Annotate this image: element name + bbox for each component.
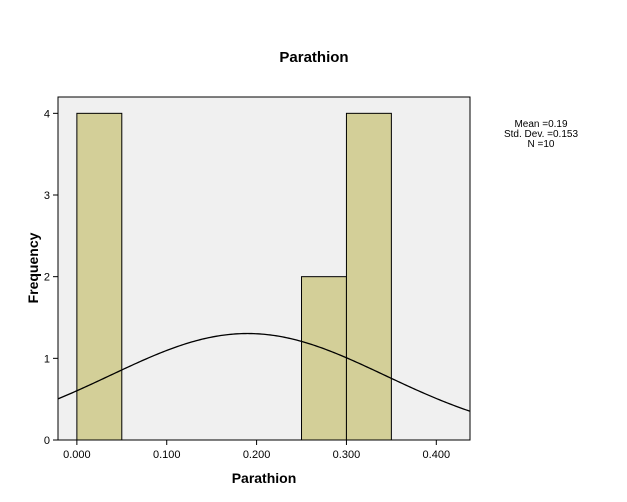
y-tick-label: 4 — [44, 108, 50, 120]
stats-std-dev: Std. Dev. =0.153 — [504, 129, 578, 140]
y-tick-label: 3 — [44, 190, 50, 202]
stats-mean: Mean =0.19 — [514, 119, 568, 130]
chart-title: Parathion — [279, 49, 348, 66]
y-tick-label: 2 — [44, 272, 50, 284]
bars-group — [76, 112, 392, 441]
stats-n: N =10 — [528, 139, 555, 150]
y-tick-label: 1 — [44, 353, 50, 365]
y-axis-label: Frequency — [25, 232, 41, 303]
x-tick-label: 0.100 — [153, 449, 181, 461]
histogram-bar — [345, 112, 392, 441]
normal-curve — [57, 332, 471, 412]
y-axis-ticks: 0 1 2 3 4 — [44, 108, 58, 447]
x-tick-label: 0.300 — [333, 449, 361, 461]
x-axis-label: Parathion — [232, 470, 297, 486]
x-axis-ticks: 0.000 0.100 0.200 0.300 0.400 — [63, 440, 450, 461]
x-tick-label: 0.400 — [423, 449, 451, 461]
x-tick-label: 0.200 — [243, 449, 271, 461]
y-tick-label: 0 — [44, 435, 50, 447]
histogram-bar — [76, 112, 123, 441]
histogram-bar — [301, 276, 347, 441]
x-tick-label: 0.000 — [63, 449, 91, 461]
